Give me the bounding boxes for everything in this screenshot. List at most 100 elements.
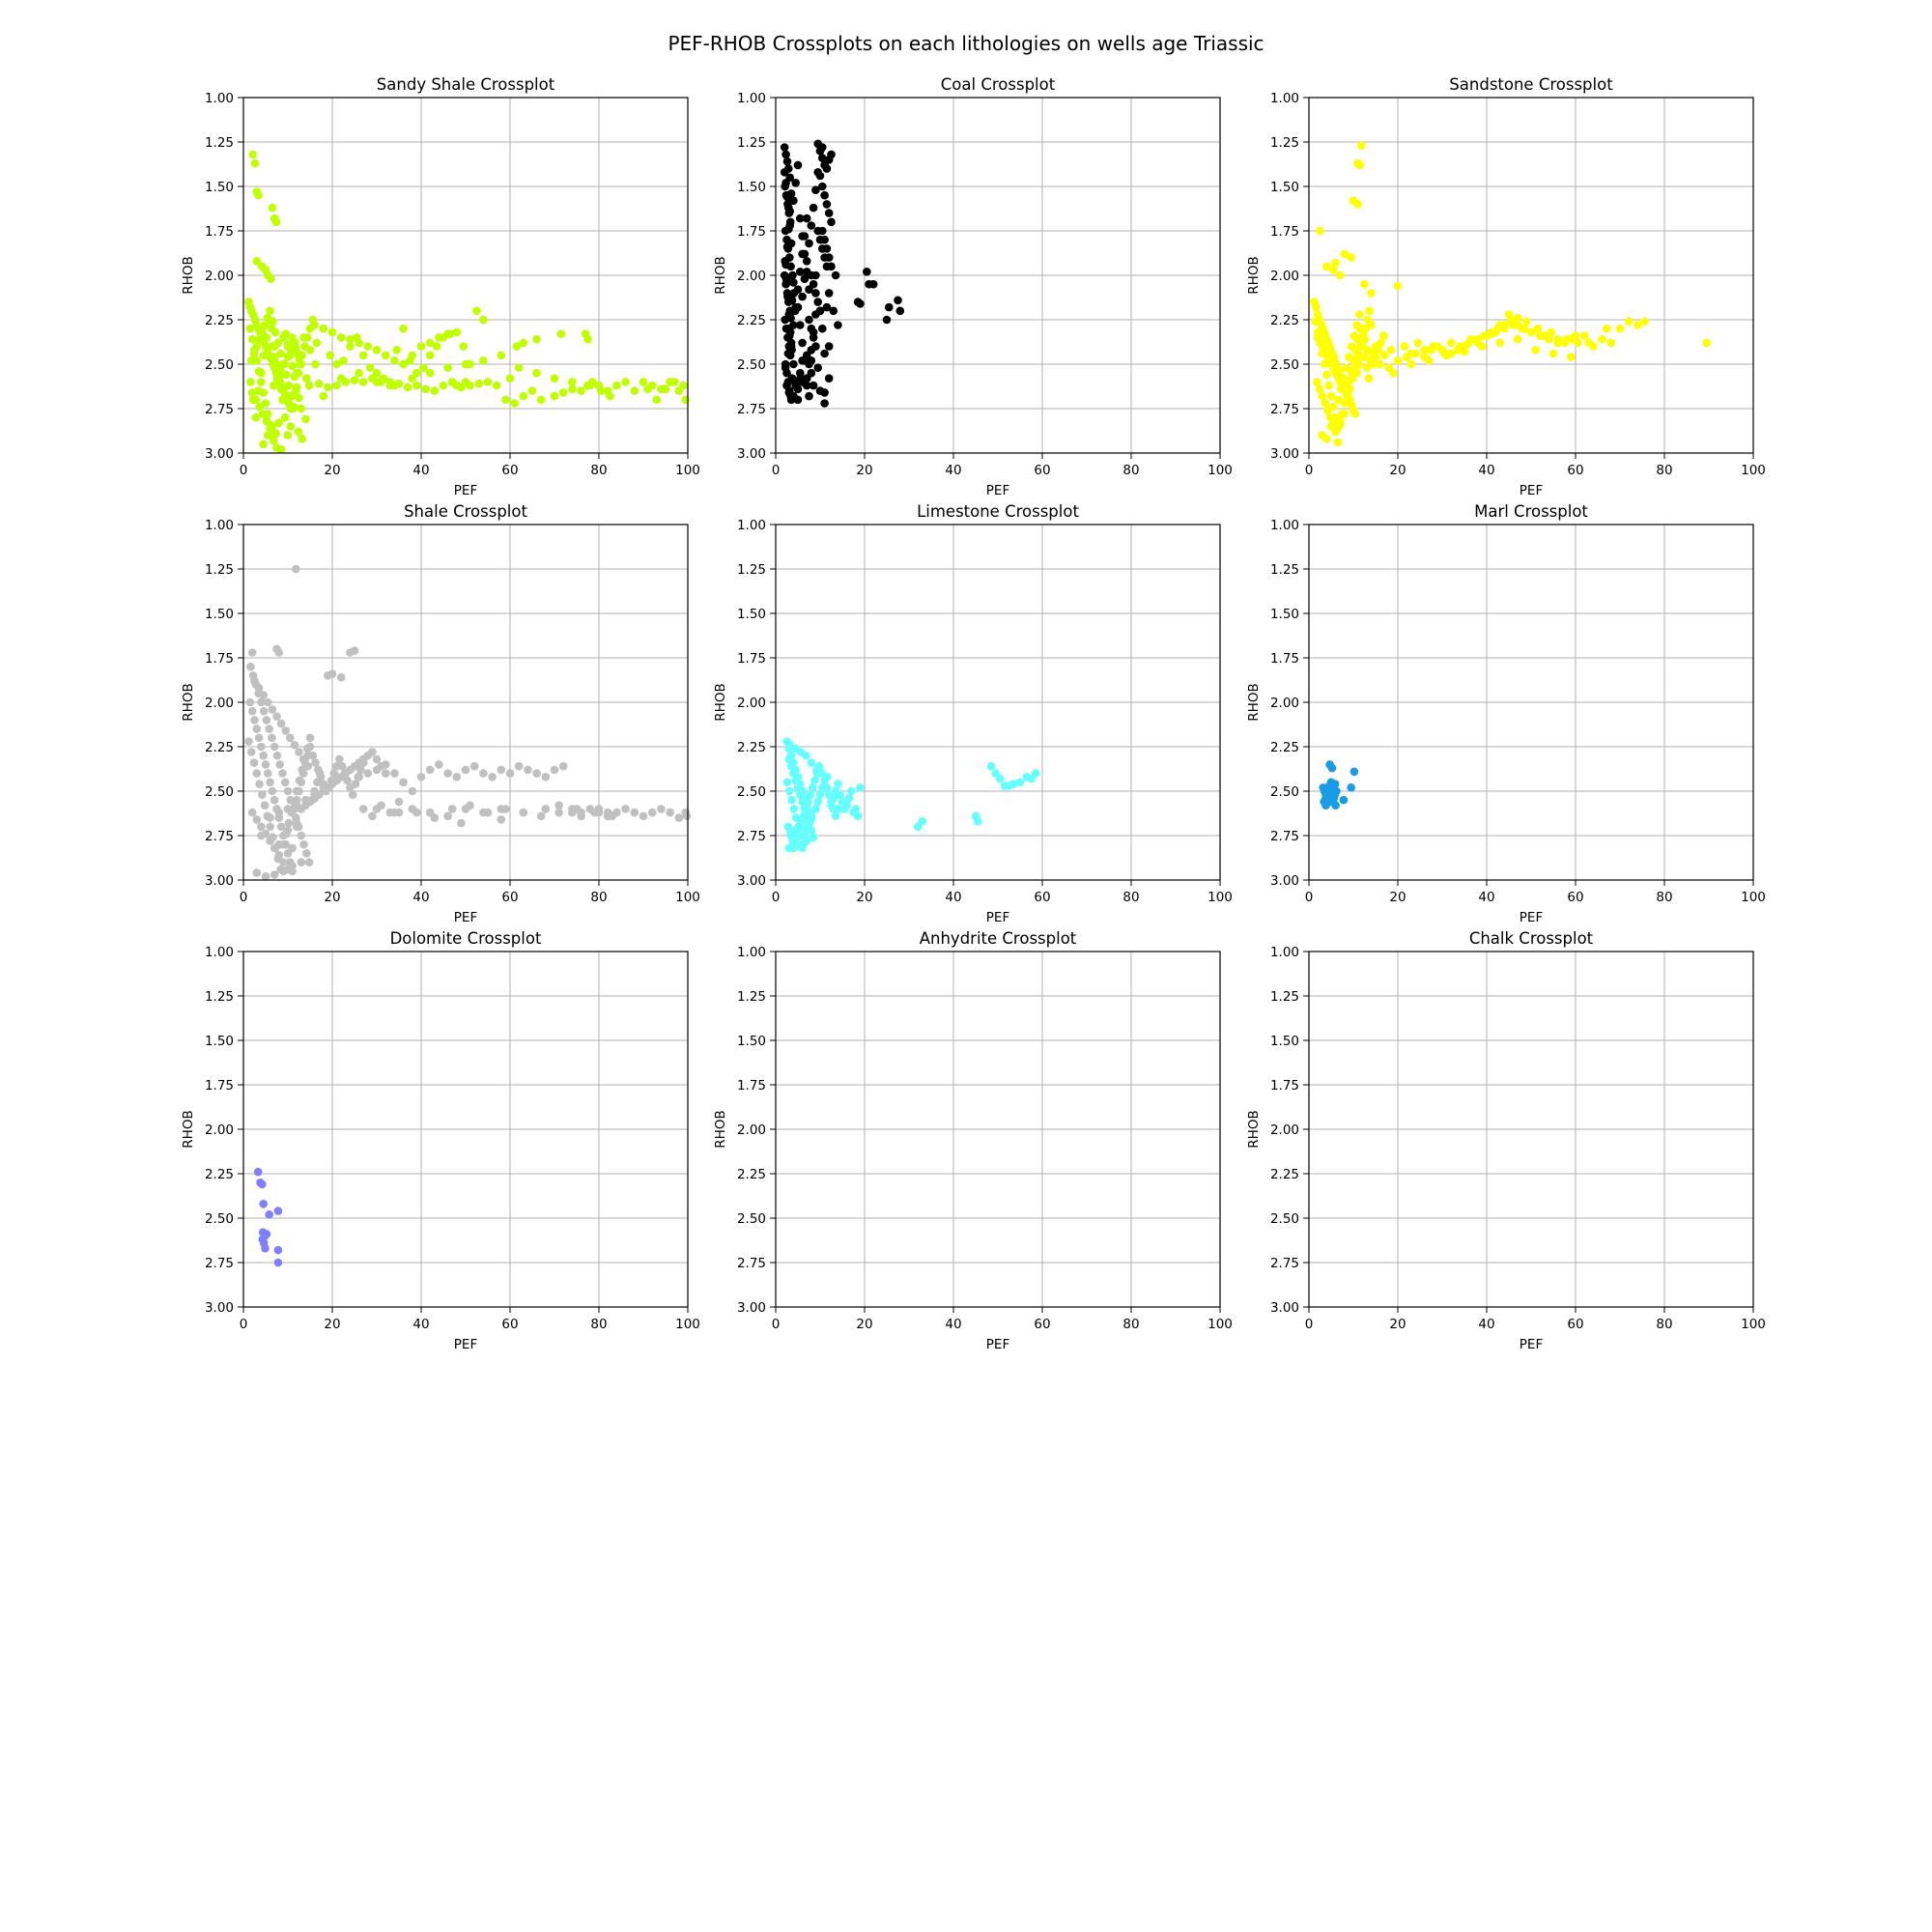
data-point xyxy=(245,324,255,333)
data-point xyxy=(408,786,417,796)
y-tick-label: 1.75 xyxy=(205,1078,234,1094)
data-point xyxy=(270,436,278,445)
data-point xyxy=(1562,334,1572,344)
y-tick-label: 1.00 xyxy=(1270,945,1299,960)
data-point xyxy=(343,776,352,785)
data-point xyxy=(292,786,301,796)
data-point xyxy=(630,808,639,817)
x-tick-label: 20 xyxy=(856,890,872,905)
data-point xyxy=(294,427,303,437)
data-point xyxy=(621,805,630,813)
data-point xyxy=(253,1167,263,1177)
data-point xyxy=(305,346,315,355)
data-point xyxy=(332,359,341,369)
data-point xyxy=(787,296,797,305)
y-tick-label: 2.75 xyxy=(205,1256,234,1271)
data-point xyxy=(319,783,328,792)
data-point xyxy=(856,299,865,308)
data-point xyxy=(1326,391,1336,401)
data-point xyxy=(288,862,297,870)
data-point xyxy=(785,331,794,340)
data-point xyxy=(1579,331,1589,340)
data-point xyxy=(527,386,537,395)
data-point xyxy=(302,849,311,858)
y-tick-label: 1.25 xyxy=(205,562,234,578)
data-point xyxy=(1353,353,1362,361)
y-tick-label: 2.75 xyxy=(737,402,766,417)
data-point xyxy=(1031,769,1040,778)
y-tick-label: 1.00 xyxy=(1270,91,1299,106)
data-point xyxy=(796,213,805,223)
dolomite-crossplot-panel: 0 20 40 60 80 100 1.00 1.25 1.50 1.75 2.00 2.25 2.50… xyxy=(181,929,700,1352)
data-point xyxy=(355,338,363,348)
y-tick-label: 1.25 xyxy=(1270,562,1299,578)
data-point xyxy=(355,368,363,378)
data-point xyxy=(815,790,825,799)
data-point xyxy=(885,302,894,312)
data-point xyxy=(278,395,287,405)
data-point xyxy=(606,391,614,401)
data-point xyxy=(258,1235,268,1244)
y-tick-label: 2.00 xyxy=(205,269,234,284)
data-point xyxy=(497,765,506,775)
x-tick-label: 60 xyxy=(1567,463,1583,478)
x-tick-label: 20 xyxy=(856,463,872,478)
data-point xyxy=(568,384,577,394)
data-point xyxy=(800,818,810,828)
data-point xyxy=(479,769,488,778)
data-point xyxy=(275,760,285,769)
data-point xyxy=(260,801,270,810)
data-point xyxy=(1350,410,1360,418)
data-point xyxy=(639,811,648,821)
data-point xyxy=(266,822,274,832)
x-tick-label: 20 xyxy=(1389,890,1406,905)
x-tick-label: 40 xyxy=(1478,890,1494,905)
data-point xyxy=(295,776,304,785)
y-tick-label: 3.00 xyxy=(737,873,766,889)
data-point xyxy=(786,313,795,323)
data-point xyxy=(1312,302,1321,312)
data-point xyxy=(430,386,440,395)
y-tick-label: 3.00 xyxy=(737,446,766,462)
data-point xyxy=(1313,378,1321,386)
data-point xyxy=(1584,338,1594,348)
data-point xyxy=(510,399,519,408)
data-point xyxy=(1624,317,1634,327)
data-point xyxy=(681,395,690,405)
y-tick-label: 3.00 xyxy=(1270,1300,1299,1316)
data-point xyxy=(1571,331,1580,340)
data-point xyxy=(408,351,417,360)
y-tick-label: 2.50 xyxy=(1270,1211,1299,1227)
data-point xyxy=(324,383,332,392)
x-tick-label: 100 xyxy=(1208,890,1233,905)
data-point xyxy=(809,833,818,842)
data-point xyxy=(257,831,266,840)
y-tick-label: 1.25 xyxy=(1270,135,1299,151)
data-point xyxy=(339,356,348,365)
subplot-title: Chalk Crossplot xyxy=(1469,929,1594,948)
data-point xyxy=(284,818,294,828)
data-point xyxy=(782,242,792,251)
data-point xyxy=(290,740,299,750)
data-point xyxy=(532,368,541,378)
data-point xyxy=(408,374,417,384)
data-point xyxy=(365,363,375,373)
data-point xyxy=(853,811,863,821)
data-point xyxy=(327,778,337,787)
data-point xyxy=(368,811,377,821)
y-tick-label: 2.25 xyxy=(737,1167,766,1182)
data-point xyxy=(292,386,300,395)
data-point xyxy=(791,776,800,785)
data-point xyxy=(258,790,267,799)
y-axis-label: RHOB xyxy=(713,683,728,721)
data-point xyxy=(443,363,452,373)
data-point xyxy=(815,235,825,244)
data-point xyxy=(1322,370,1331,380)
data-point xyxy=(435,760,443,769)
data-point xyxy=(1015,778,1025,787)
data-point xyxy=(268,422,277,431)
data-point xyxy=(789,278,798,287)
data-point xyxy=(1464,338,1473,348)
x-tick-label: 100 xyxy=(1208,463,1233,478)
